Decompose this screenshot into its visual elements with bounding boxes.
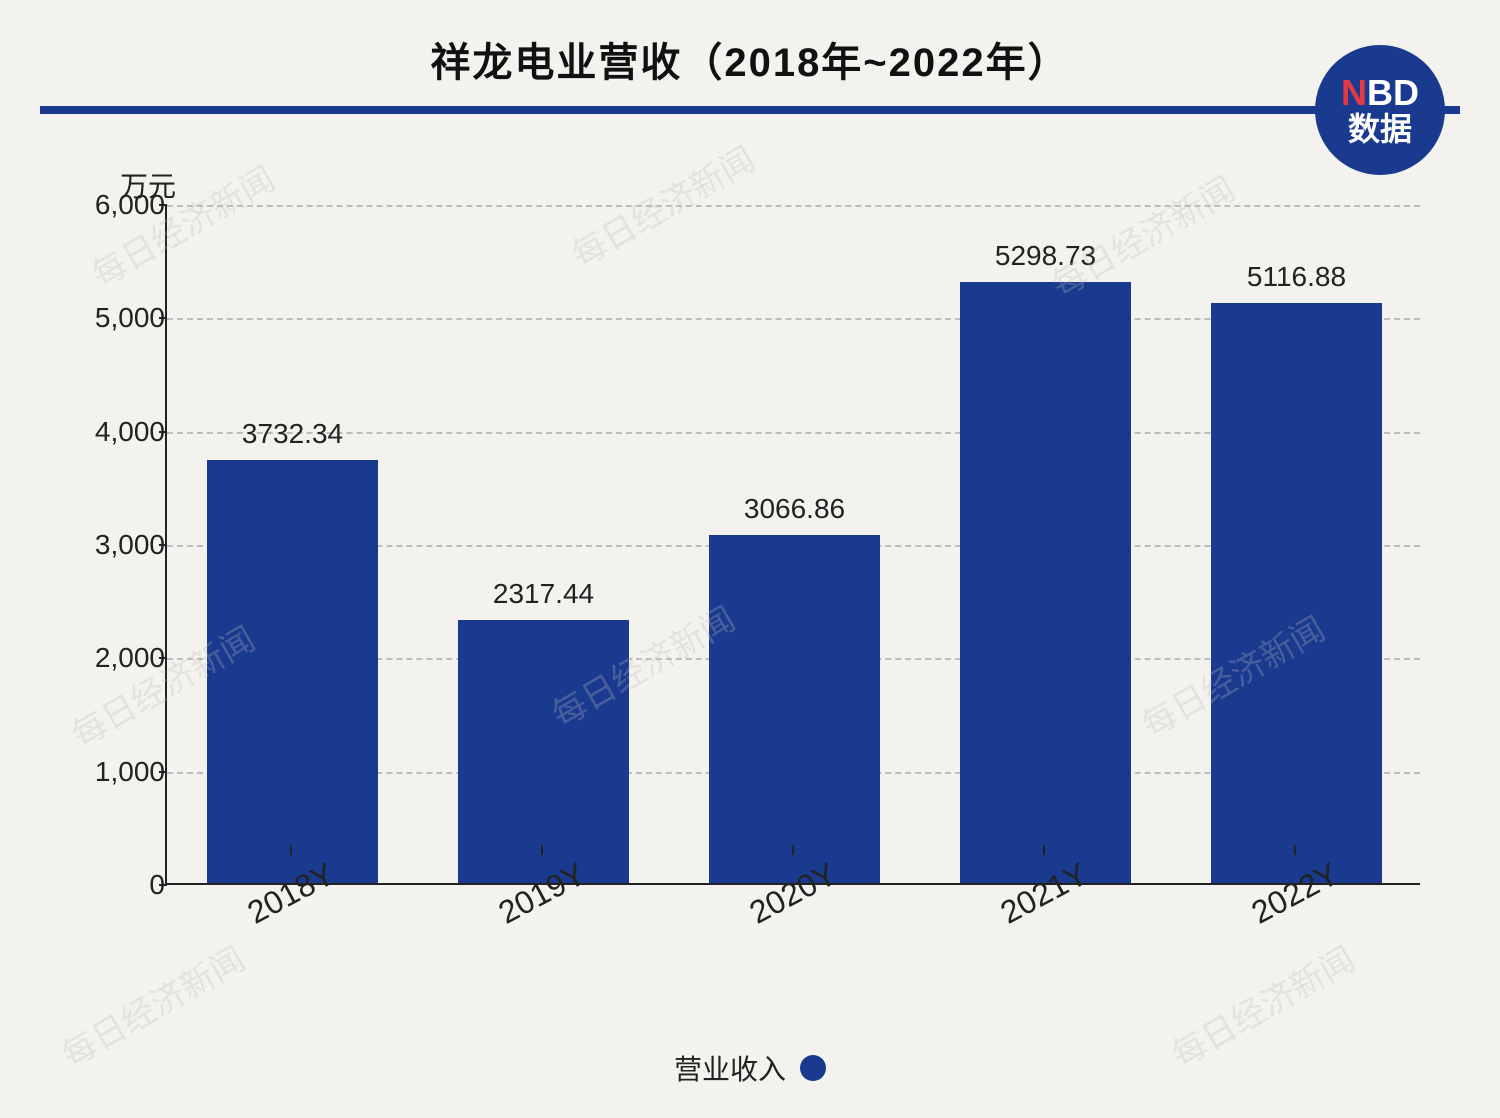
bar-value-label: 3066.86	[695, 493, 895, 525]
gridline	[167, 205, 1420, 207]
chart-title: 祥龙电业营收（2018年~2022年）	[0, 30, 1500, 88]
bar-value-label: 3732.34	[193, 418, 393, 450]
ytick-label: 2,000	[85, 642, 165, 674]
bar	[207, 460, 378, 883]
ytick-label: 3,000	[85, 529, 165, 561]
xtick-mark	[1294, 845, 1296, 855]
xtick-mark	[1043, 845, 1045, 855]
bar	[960, 282, 1131, 883]
ytick-label: 5,000	[85, 302, 165, 334]
plot-area: 3732.34 2317.44 3066.86 5298.73 5116.88	[165, 205, 1420, 885]
ytick-label: 4,000	[85, 416, 165, 448]
bar-value-label: 5298.73	[946, 240, 1146, 272]
bar-value-label: 5116.88	[1197, 261, 1397, 293]
bar	[709, 535, 880, 883]
xtick-mark	[792, 845, 794, 855]
xtick-mark	[541, 845, 543, 855]
bar-value-label: 2317.44	[444, 578, 644, 610]
legend-label: 营业收入	[674, 1048, 786, 1088]
legend-swatch	[800, 1055, 826, 1081]
chart-area: 万元 3732.342317.443066.865298.735116.88 0…	[90, 165, 1430, 935]
logo-text-line2: 数据	[1348, 112, 1412, 147]
ytick-label: 0	[85, 869, 165, 901]
nbd-logo-badge: NBD 数据	[1315, 45, 1445, 175]
title-underline	[40, 106, 1460, 114]
ytick-label: 1,000	[85, 756, 165, 788]
bar	[1211, 303, 1382, 883]
ytick-label: 6,000	[85, 189, 165, 221]
xtick-mark	[290, 845, 292, 855]
legend: 营业收入	[0, 1048, 1500, 1088]
bar	[458, 620, 629, 883]
logo-text-line1: NBD	[1341, 73, 1419, 113]
